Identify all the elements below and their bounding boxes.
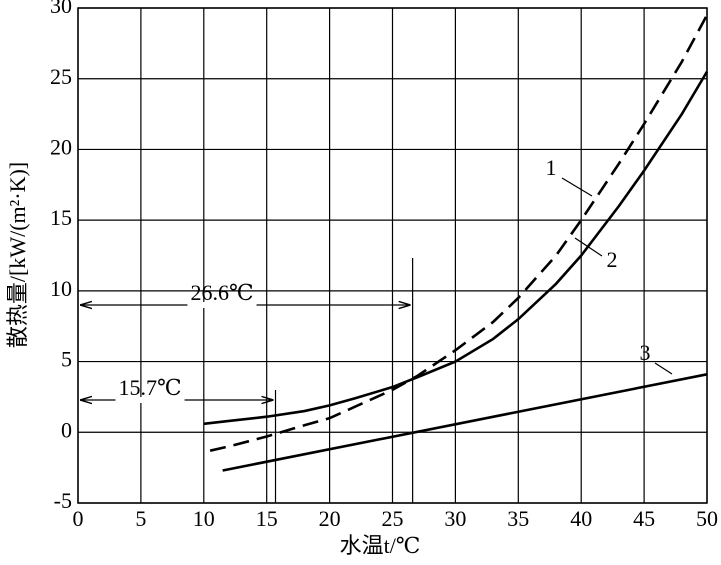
x-tick-label: 45 bbox=[633, 506, 655, 531]
y-tick-label: 30 bbox=[50, 0, 72, 18]
y-tick-label: 25 bbox=[50, 64, 72, 89]
y-tick-label: -5 bbox=[54, 488, 72, 513]
annotation-bg bbox=[115, 397, 185, 403]
annotation-label: 15.7℃ bbox=[118, 375, 181, 400]
annotation-bg bbox=[187, 302, 257, 308]
x-tick-label: 20 bbox=[319, 506, 341, 531]
x-tick-label: 50 bbox=[696, 506, 718, 531]
x-tick-label: 10 bbox=[193, 506, 215, 531]
line bbox=[222, 373, 708, 472]
x-tick-label: 30 bbox=[444, 506, 466, 531]
y-tick-label: 10 bbox=[50, 276, 72, 301]
x-tick-label: 25 bbox=[382, 506, 404, 531]
x-tick-label: 15 bbox=[256, 506, 278, 531]
x-tick-label: 35 bbox=[507, 506, 529, 531]
x-tick-label: 40 bbox=[570, 506, 592, 531]
y-tick-label: 15 bbox=[50, 205, 72, 230]
leader-line bbox=[561, 177, 593, 197]
series-label: 3 bbox=[640, 340, 651, 365]
x-tick-label: 0 bbox=[73, 506, 84, 531]
y-axis-label: 散热量/[kW/(m²·K)] bbox=[5, 162, 30, 348]
series-label: 1 bbox=[546, 155, 557, 180]
line bbox=[203, 70, 709, 426]
y-tick-label: 20 bbox=[50, 134, 72, 159]
leader-line bbox=[654, 362, 673, 375]
leader-line bbox=[574, 237, 603, 257]
y-tick-label: 0 bbox=[61, 417, 72, 442]
annotation-label: 26.6℃ bbox=[190, 280, 253, 305]
series-label: 2 bbox=[607, 247, 618, 272]
y-tick-label: 5 bbox=[61, 347, 72, 372]
line bbox=[209, 14, 709, 452]
x-tick-label: 5 bbox=[135, 506, 146, 531]
x-axis-label: 水温t/℃ bbox=[340, 533, 421, 558]
